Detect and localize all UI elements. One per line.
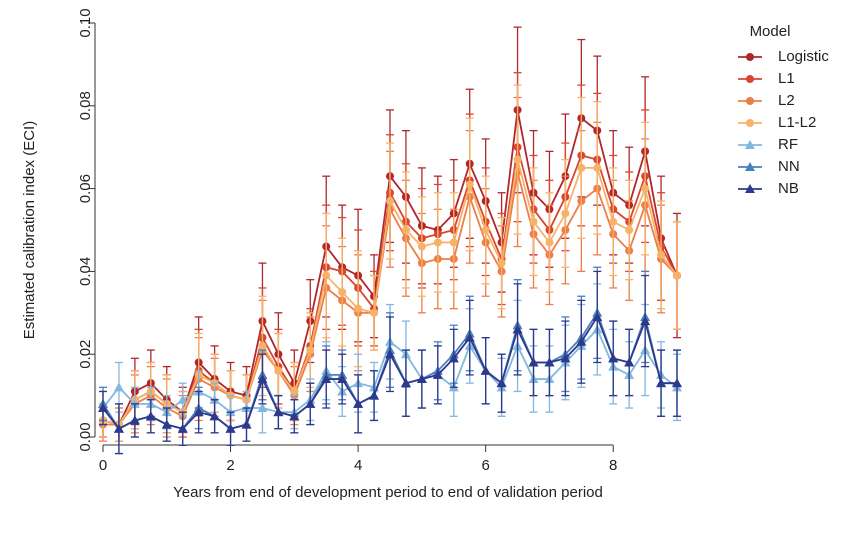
- series: [98, 270, 682, 455]
- point-marker: [305, 398, 316, 408]
- legend-label: L1: [778, 70, 795, 87]
- point-marker: [273, 407, 284, 417]
- point-marker: [193, 407, 204, 417]
- point-marker: [609, 217, 618, 226]
- point-marker: [400, 378, 411, 388]
- point-marker: [416, 374, 427, 384]
- point-marker: [432, 369, 443, 379]
- point-marker: [449, 238, 458, 247]
- point-marker: [289, 411, 300, 421]
- y-tick-label: 0.08: [77, 91, 94, 120]
- point-marker: [529, 217, 538, 226]
- legend-marker: [746, 53, 754, 61]
- point-marker: [480, 365, 491, 375]
- legend-label: NB: [778, 180, 799, 197]
- x-axis-label: Years from end of development period to …: [173, 484, 603, 501]
- point-marker: [225, 423, 236, 433]
- legend-marker: [745, 184, 755, 193]
- point-marker: [177, 394, 188, 404]
- point-marker: [145, 411, 156, 421]
- point-marker: [433, 238, 442, 247]
- y-tick-label: 0.04: [77, 257, 94, 286]
- y-axis-label: Estimated calibration index (ECI): [21, 121, 38, 339]
- point-marker: [593, 163, 602, 172]
- point-marker: [98, 403, 108, 413]
- point-marker: [241, 419, 252, 429]
- legend-label: RF: [778, 136, 798, 153]
- legend-marker: [746, 75, 754, 83]
- point-marker: [113, 382, 124, 392]
- point-marker: [560, 353, 571, 363]
- legend-label: L1-L2: [778, 114, 816, 131]
- point-marker: [321, 374, 332, 384]
- point-marker: [353, 398, 364, 408]
- point-marker: [497, 259, 506, 268]
- point-marker: [370, 308, 379, 317]
- point-marker: [624, 357, 635, 367]
- point-marker: [512, 324, 523, 334]
- legend-marker: [746, 119, 754, 127]
- point-marker: [608, 353, 619, 363]
- legend-label: Logistic: [778, 48, 829, 65]
- point-marker: [274, 366, 283, 375]
- point-marker: [592, 311, 603, 321]
- point-marker: [464, 332, 475, 342]
- point-marker: [209, 411, 220, 421]
- point-marker: [354, 304, 363, 313]
- point-marker: [113, 423, 124, 433]
- point-marker: [177, 423, 188, 433]
- x-tick-label: 4: [354, 457, 362, 474]
- x-tick-label: 8: [609, 457, 617, 474]
- x-tick-label: 2: [226, 457, 234, 474]
- point-marker: [258, 341, 267, 350]
- point-marker: [528, 357, 539, 367]
- point-marker: [496, 378, 507, 388]
- point-marker: [257, 403, 268, 413]
- point-marker: [161, 419, 172, 429]
- legend-title: Model: [750, 23, 791, 40]
- point-marker: [465, 180, 474, 189]
- point-marker: [576, 336, 587, 346]
- point-marker: [338, 288, 347, 297]
- y-tick-label: 0.10: [77, 8, 94, 37]
- point-marker: [401, 226, 410, 234]
- point-marker: [656, 378, 667, 388]
- point-marker: [673, 271, 681, 280]
- point-marker: [369, 390, 380, 400]
- legend-marker: [746, 97, 754, 105]
- point-marker: [306, 346, 315, 355]
- point-marker: [257, 374, 268, 384]
- y-tick-label: 0.06: [77, 174, 94, 203]
- point-marker: [625, 226, 634, 234]
- point-marker: [386, 197, 394, 206]
- x-tick-label: 0: [99, 457, 107, 474]
- point-marker: [672, 378, 682, 388]
- point-marker: [448, 353, 459, 363]
- legend-marker: [745, 162, 755, 171]
- x-tick-label: 6: [481, 457, 489, 474]
- point-marker: [657, 250, 666, 259]
- legend-marker: [745, 140, 755, 149]
- point-marker: [561, 209, 570, 218]
- point-marker: [290, 387, 299, 396]
- point-marker: [481, 226, 490, 234]
- point-marker: [337, 374, 348, 384]
- point-marker: [640, 316, 651, 326]
- point-marker: [545, 238, 554, 247]
- point-marker: [641, 184, 650, 193]
- point-marker: [322, 271, 331, 280]
- point-marker: [385, 349, 395, 359]
- point-marker: [129, 415, 140, 425]
- y-tick-label: 0.00: [77, 422, 94, 451]
- point-marker: [544, 357, 555, 367]
- point-marker: [417, 242, 426, 251]
- y-tick-label: 0.02: [77, 340, 94, 369]
- point-marker: [513, 155, 522, 164]
- legend-label: NN: [778, 158, 800, 175]
- legend-label: L2: [778, 92, 795, 109]
- point-marker: [577, 163, 586, 172]
